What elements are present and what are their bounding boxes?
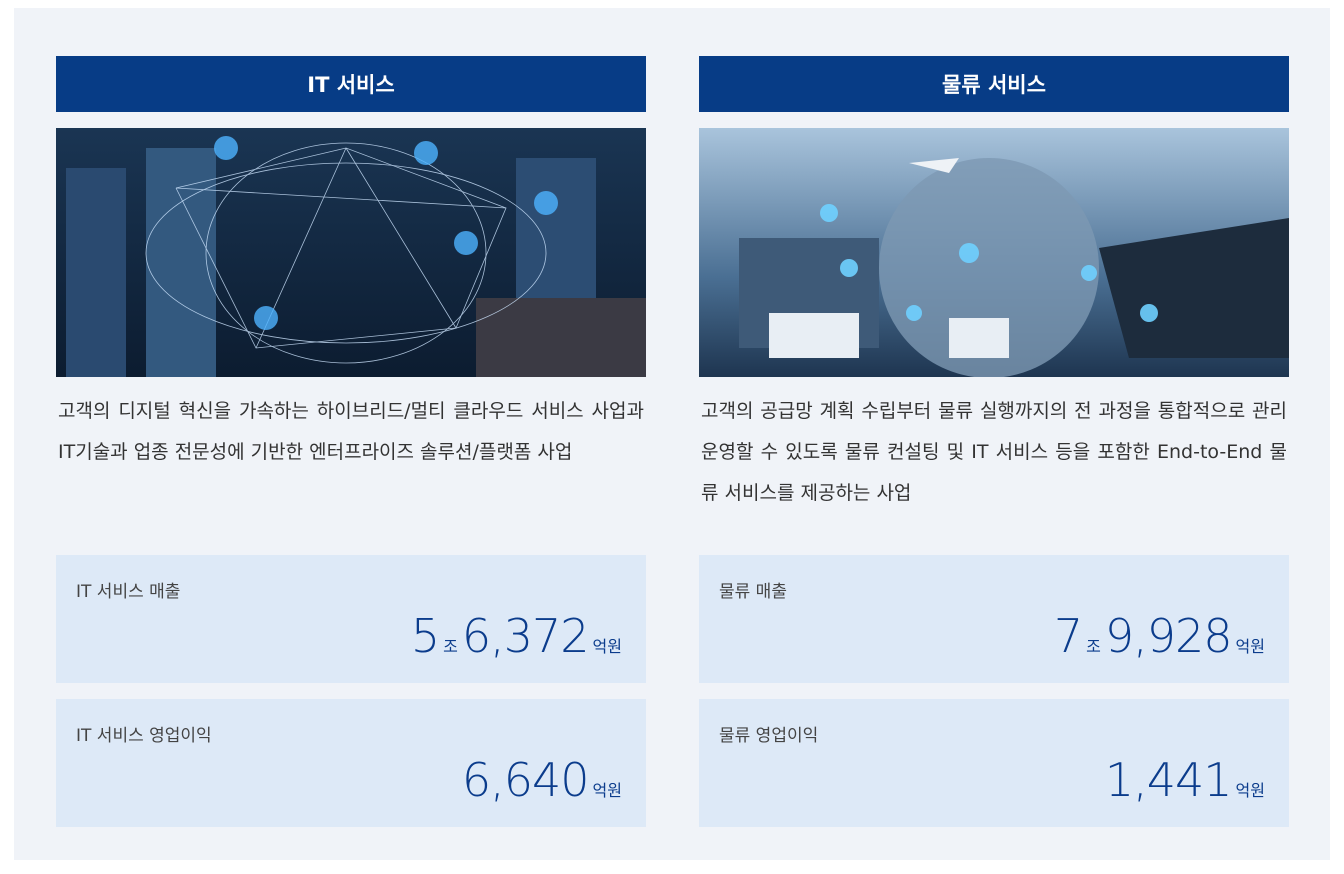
amount-unit: 조 xyxy=(1086,637,1101,656)
image xyxy=(699,128,1289,377)
column-title: 물류 서비스 xyxy=(699,56,1289,112)
stat-label: 물류 영업이익 xyxy=(719,726,819,746)
stat-box: 물류 매출 7 조9,928 억원 xyxy=(699,555,1289,683)
stat-label: 물류 매출 xyxy=(719,582,787,602)
stat-box: 물류 영업이익 1,441 억원 xyxy=(699,699,1289,827)
column-title: IT 서비스 xyxy=(56,56,646,112)
amount-unit: 억원 xyxy=(592,781,622,800)
description: 고객의 공급망 계획 수립부터 물류 실행까지의 전 과정을 통합적으로 관리 … xyxy=(701,400,1287,504)
stat-amount: 6,640 억원 xyxy=(462,753,626,807)
stat-box: IT 서비스 매출 5 조6,372 억원 xyxy=(56,555,646,683)
stat-label: IT 서비스 매출 xyxy=(76,582,181,602)
amount-number: 6,640 xyxy=(461,753,590,807)
column: 물류 서비스 고객의 공급망 계획 수립부터 물류 실행까지의 전 과정을 통합… xyxy=(699,56,1289,843)
column: IT 서비스 고객의 디지털 혁신을 가속하는 하이브리드/멀티 클라우드 서비… xyxy=(56,56,646,843)
stat-amount: 5 조6,372 억원 xyxy=(411,609,626,663)
panel: IT 서비스 고객의 디지털 혁신을 가속하는 하이브리드/멀티 클라우드 서비… xyxy=(14,8,1330,860)
stat-amount: 1,441 억원 xyxy=(1105,753,1269,807)
stat-amount: 7 조9,928 억원 xyxy=(1054,609,1269,663)
amount-unit: 억원 xyxy=(592,637,622,656)
image xyxy=(56,128,646,377)
amount-number: 5 xyxy=(410,609,440,663)
logistics-image xyxy=(699,128,1289,377)
stat-box: IT 서비스 영업이익 6,640 억원 xyxy=(56,699,646,827)
amount-number: 9,928 xyxy=(1104,609,1233,663)
amount-unit: 억원 xyxy=(1235,637,1265,656)
amount-number: 7 xyxy=(1053,609,1083,663)
stat-label: IT 서비스 영업이익 xyxy=(76,726,212,746)
amount-unit: 조 xyxy=(443,637,458,656)
amount-number: 1,441 xyxy=(1104,753,1233,807)
description: 고객의 디지털 혁신을 가속하는 하이브리드/멀티 클라우드 서비스 사업과 I… xyxy=(58,400,644,463)
amount-number: 6,372 xyxy=(461,609,590,663)
amount-unit: 억원 xyxy=(1235,781,1265,800)
it-image xyxy=(56,128,646,377)
